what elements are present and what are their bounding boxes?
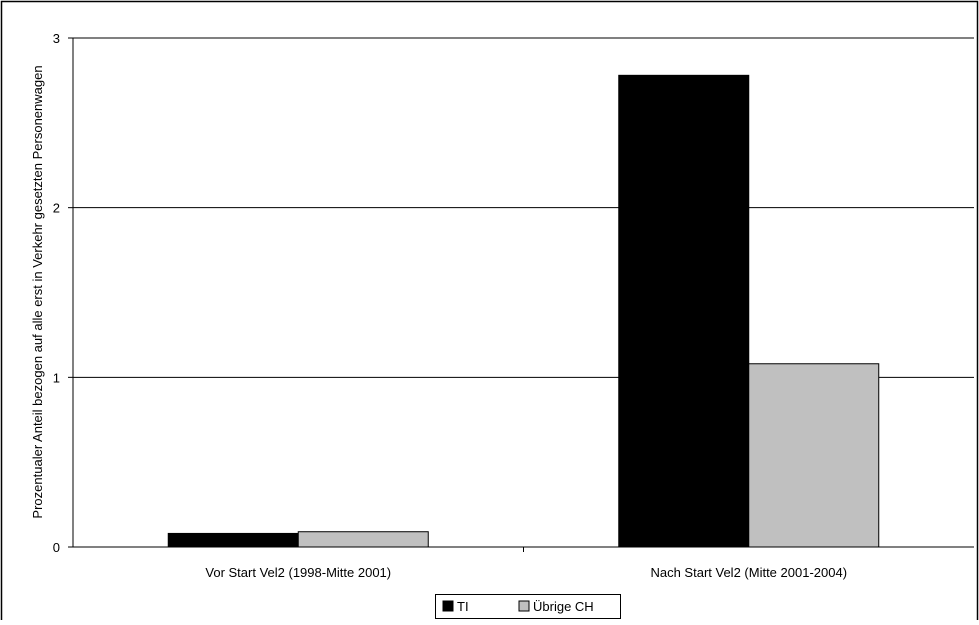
y-ticks: 0 1 2 3 bbox=[53, 31, 73, 555]
x-tick-label: Nach Start Vel2 (Mitte 2001-2004) bbox=[650, 565, 847, 580]
y-tick-label: 1 bbox=[53, 370, 60, 385]
x-tick-label: Vor Start Vel2 (1998-Mitte 2001) bbox=[205, 565, 391, 580]
bar-ti-1 bbox=[618, 74, 750, 548]
bar-uebrige-ch-0 bbox=[297, 531, 429, 548]
legend: TI Übrige CH bbox=[435, 594, 621, 619]
bars bbox=[167, 74, 880, 548]
legend-label-ti: TI bbox=[457, 599, 469, 614]
legend-swatch-uebrige-ch bbox=[518, 600, 530, 612]
gridlines bbox=[73, 37, 974, 378]
legend-label-uebrige-ch: Übrige CH bbox=[533, 599, 594, 614]
y-tick-label: 3 bbox=[53, 31, 60, 46]
legend-swatch-ti bbox=[442, 600, 454, 612]
y-tick-label: 2 bbox=[53, 201, 60, 216]
y-axis-label: Prozentualer Anteil bezogen auf alle ers… bbox=[30, 65, 45, 518]
bar-ti-0 bbox=[167, 532, 299, 548]
bar-uebrige-ch-1 bbox=[748, 363, 880, 548]
y-tick-label: 0 bbox=[53, 540, 60, 555]
x-ticks: Vor Start Vel2 (1998-Mitte 2001) Nach Sta… bbox=[205, 547, 847, 580]
